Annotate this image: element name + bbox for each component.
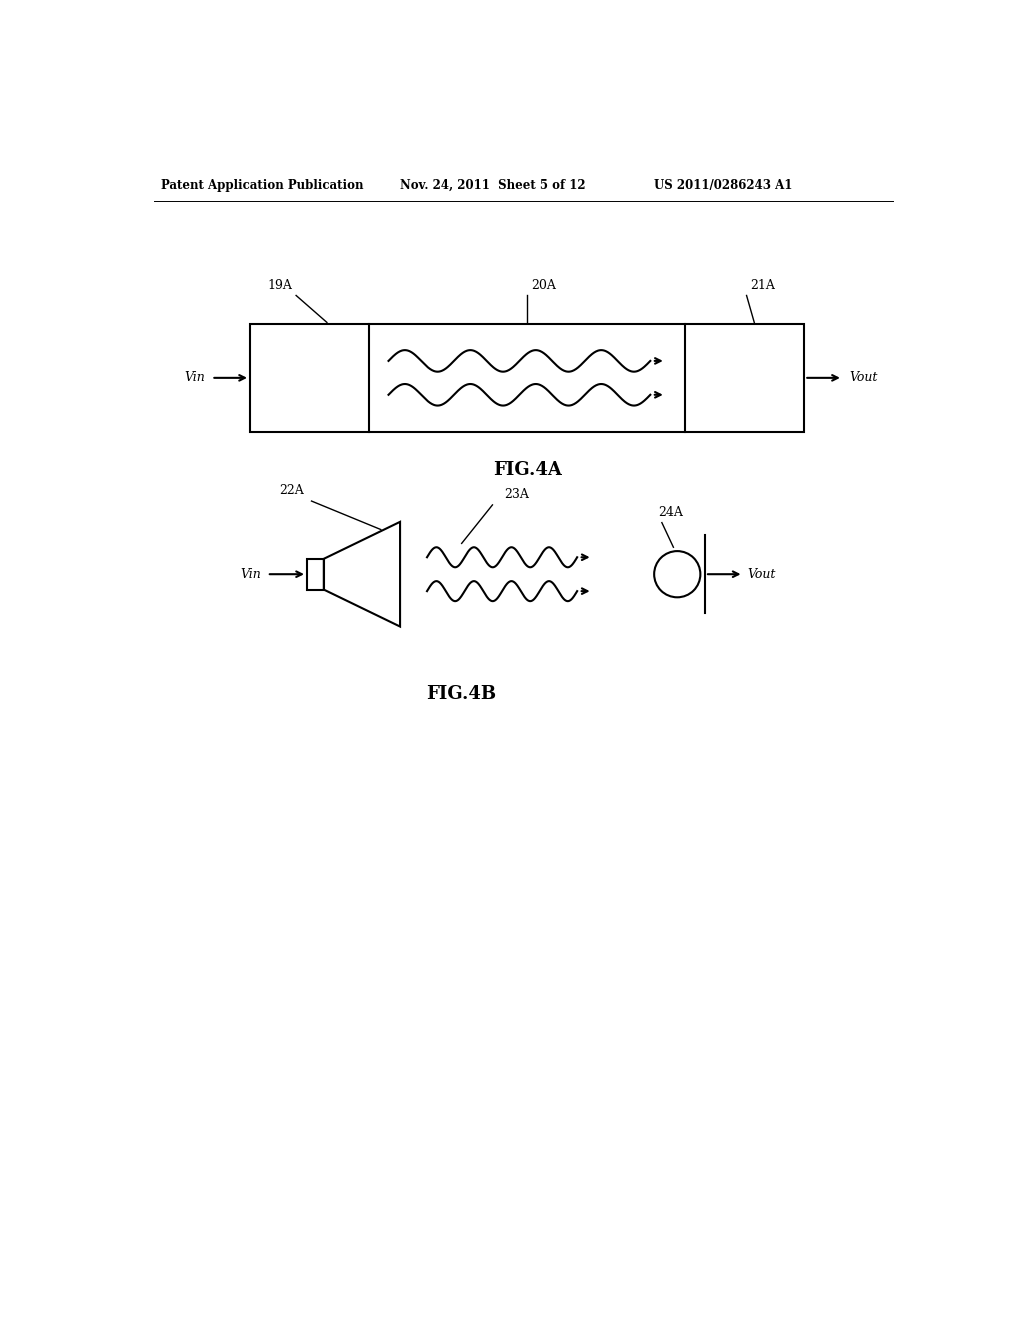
Text: US 2011/0286243 A1: US 2011/0286243 A1 <box>654 178 793 191</box>
Text: Vout: Vout <box>849 371 878 384</box>
Text: 19A: 19A <box>267 279 292 292</box>
Text: 23A: 23A <box>504 488 528 502</box>
Text: Vin: Vin <box>240 568 261 581</box>
Text: Vin: Vin <box>184 371 205 384</box>
Text: Nov. 24, 2011  Sheet 5 of 12: Nov. 24, 2011 Sheet 5 of 12 <box>400 178 586 191</box>
Text: Vout: Vout <box>748 568 776 581</box>
Text: 24A: 24A <box>658 506 683 519</box>
Text: FIG.4A: FIG.4A <box>493 461 561 479</box>
Text: 21A: 21A <box>751 279 775 292</box>
Text: 22A: 22A <box>280 484 304 498</box>
Text: 20A: 20A <box>531 279 556 292</box>
Text: Patent Application Publication: Patent Application Publication <box>162 178 364 191</box>
Text: FIG.4B: FIG.4B <box>427 685 497 702</box>
